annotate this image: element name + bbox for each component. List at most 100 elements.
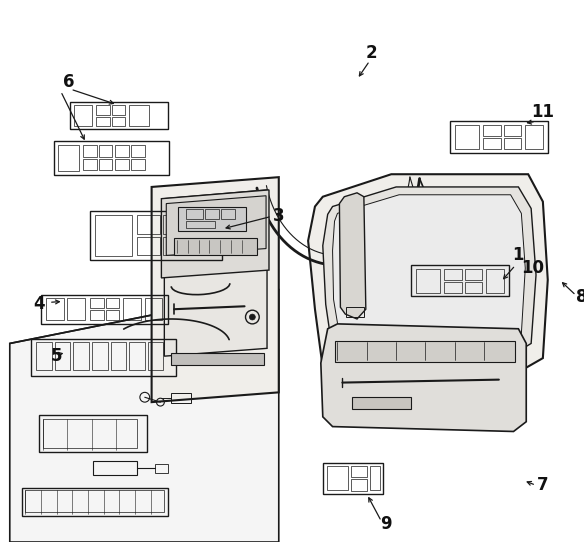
Bar — [26, 490, 164, 512]
Circle shape — [249, 314, 255, 320]
Bar — [504, 138, 522, 149]
Text: 2: 2 — [366, 44, 377, 62]
Polygon shape — [308, 174, 548, 387]
Polygon shape — [10, 290, 279, 542]
Bar — [450, 122, 548, 153]
Bar — [54, 141, 169, 175]
Bar — [326, 466, 348, 490]
Bar — [346, 307, 364, 317]
Bar — [190, 215, 217, 234]
Bar — [444, 269, 462, 280]
Polygon shape — [323, 187, 536, 368]
Bar — [41, 294, 168, 324]
Bar — [110, 342, 126, 370]
Bar — [465, 282, 482, 293]
Bar — [39, 415, 147, 452]
Bar — [131, 158, 145, 170]
Bar — [145, 299, 162, 320]
Text: 4: 4 — [33, 295, 45, 313]
Bar — [90, 299, 104, 308]
Text: 10: 10 — [522, 259, 545, 277]
Bar — [112, 105, 125, 115]
Bar — [46, 299, 64, 320]
Bar — [206, 209, 219, 219]
Bar — [221, 209, 235, 219]
Text: 11: 11 — [531, 102, 554, 121]
Bar — [22, 488, 168, 516]
Bar — [96, 105, 110, 115]
Bar — [190, 237, 217, 255]
Polygon shape — [321, 324, 526, 431]
Text: 1: 1 — [513, 247, 524, 265]
Bar — [351, 466, 367, 477]
Text: 8: 8 — [576, 288, 584, 306]
Bar — [43, 419, 137, 448]
Polygon shape — [339, 193, 366, 319]
Bar — [171, 393, 191, 403]
Bar — [525, 125, 543, 149]
Bar — [352, 397, 411, 409]
Bar — [178, 207, 246, 231]
Bar — [148, 342, 164, 370]
Bar — [116, 145, 129, 157]
Bar — [93, 461, 137, 476]
Bar — [106, 310, 119, 320]
Bar — [444, 282, 462, 293]
Bar — [129, 342, 145, 370]
Bar — [112, 117, 125, 126]
Bar — [351, 480, 367, 491]
Bar — [36, 342, 52, 370]
Bar — [137, 215, 161, 234]
Bar — [123, 299, 141, 320]
Bar — [370, 466, 380, 490]
Bar — [83, 145, 97, 157]
Text: 6: 6 — [62, 73, 74, 92]
Bar — [90, 310, 104, 320]
Bar — [171, 353, 264, 365]
Polygon shape — [164, 190, 267, 356]
Bar — [174, 238, 258, 255]
Bar — [32, 339, 176, 376]
Bar — [131, 145, 145, 157]
Bar — [486, 269, 504, 293]
Bar — [83, 158, 97, 170]
Text: 9: 9 — [381, 516, 392, 533]
Bar — [99, 158, 113, 170]
Bar — [155, 464, 168, 472]
Text: 3: 3 — [273, 207, 284, 225]
Bar — [416, 269, 440, 293]
Bar — [55, 342, 71, 370]
Text: 7: 7 — [537, 476, 549, 494]
Bar — [164, 215, 187, 234]
Bar — [74, 105, 92, 126]
Bar — [106, 299, 119, 308]
Bar — [323, 463, 384, 494]
Bar — [186, 221, 215, 228]
Bar — [417, 193, 434, 201]
Bar — [483, 138, 501, 149]
Bar — [58, 145, 79, 172]
Bar — [455, 125, 479, 149]
Bar — [90, 212, 222, 260]
Bar — [504, 125, 522, 136]
Polygon shape — [161, 190, 269, 278]
Bar — [68, 299, 85, 320]
Bar — [116, 158, 129, 170]
Bar — [92, 342, 107, 370]
Bar — [71, 102, 168, 129]
Bar — [129, 105, 149, 126]
Bar — [95, 215, 132, 256]
Text: 5: 5 — [51, 347, 62, 365]
Polygon shape — [166, 196, 266, 255]
Bar — [96, 117, 110, 126]
Bar — [411, 265, 509, 296]
Polygon shape — [332, 195, 525, 355]
Polygon shape — [152, 177, 279, 402]
Bar — [186, 209, 203, 219]
Bar — [483, 125, 501, 136]
Bar — [465, 269, 482, 280]
Bar — [335, 340, 516, 362]
Bar — [137, 237, 161, 255]
Bar — [164, 237, 187, 255]
Bar — [99, 145, 113, 157]
